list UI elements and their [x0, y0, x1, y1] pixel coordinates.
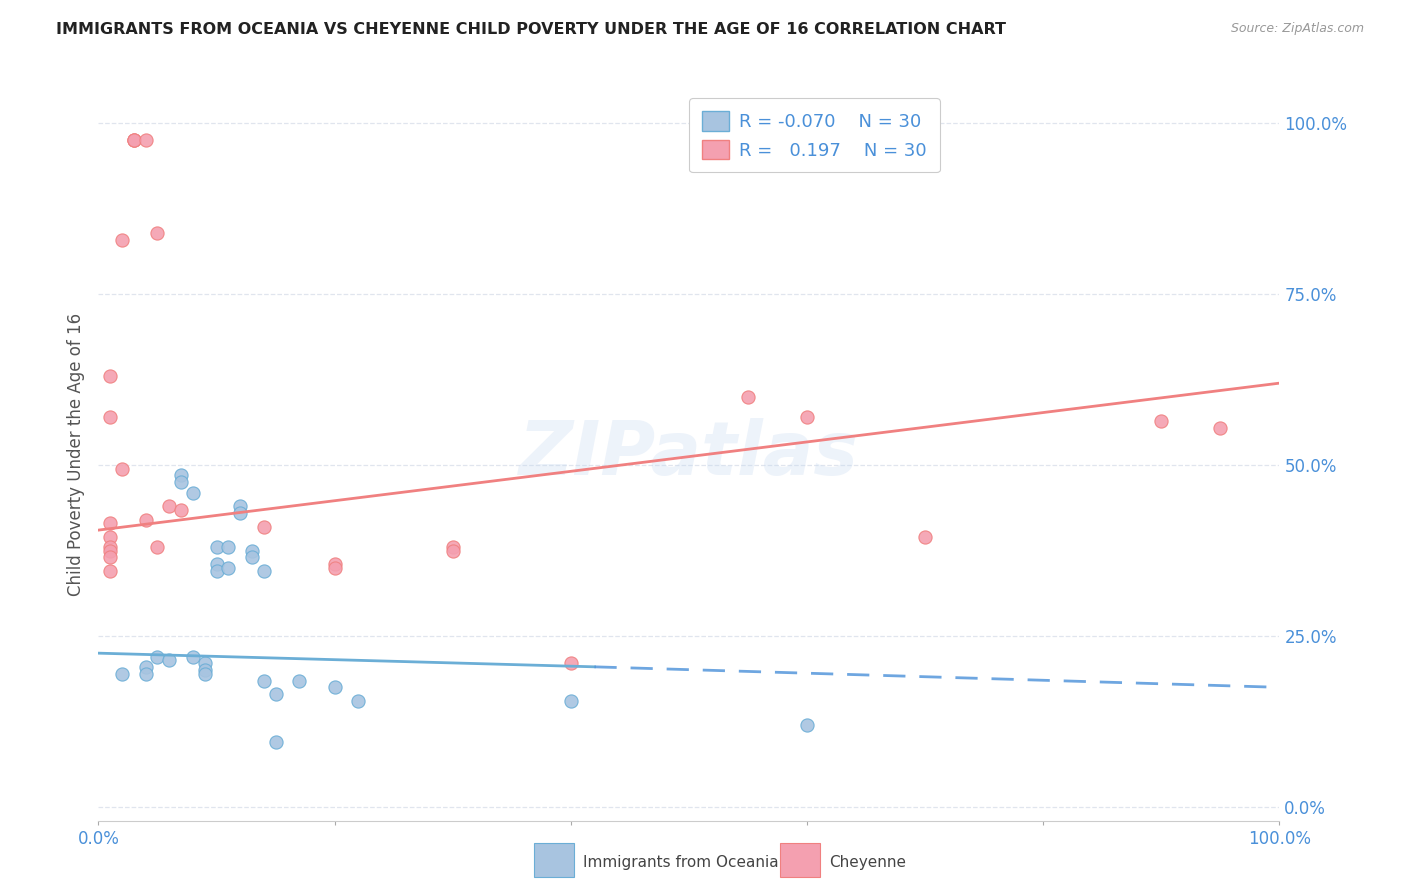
Point	[111, 233, 134, 247]
Point	[98, 516, 121, 531]
Point	[135, 666, 157, 681]
Point	[240, 550, 263, 565]
Point	[323, 560, 346, 574]
Point	[157, 653, 180, 667]
Point	[146, 649, 169, 664]
Point	[1150, 414, 1173, 428]
Text: Source: ZipAtlas.com: Source: ZipAtlas.com	[1230, 22, 1364, 36]
Point	[323, 681, 346, 695]
Point	[98, 540, 121, 554]
Point	[98, 543, 121, 558]
Point	[264, 687, 287, 701]
Point	[914, 530, 936, 544]
Point	[560, 657, 582, 671]
Point	[253, 564, 276, 578]
Point	[217, 560, 239, 574]
Point	[111, 666, 134, 681]
Point	[264, 735, 287, 749]
Point	[181, 649, 204, 664]
Point	[1209, 420, 1232, 434]
Point	[98, 564, 121, 578]
Text: Immigrants from Oceania: Immigrants from Oceania	[583, 855, 779, 870]
Point	[98, 550, 121, 565]
Point	[122, 133, 145, 147]
Point	[135, 660, 157, 674]
Point	[135, 133, 157, 147]
Point	[205, 558, 228, 572]
Text: ZIPatlas: ZIPatlas	[519, 418, 859, 491]
Point	[98, 410, 121, 425]
Point	[796, 410, 818, 425]
Point	[98, 369, 121, 384]
Text: IMMIGRANTS FROM OCEANIA VS CHEYENNE CHILD POVERTY UNDER THE AGE OF 16 CORRELATIO: IMMIGRANTS FROM OCEANIA VS CHEYENNE CHIL…	[56, 22, 1007, 37]
Point	[441, 543, 464, 558]
Point	[111, 461, 134, 475]
Point	[194, 663, 217, 677]
Point	[737, 390, 759, 404]
Point	[146, 540, 169, 554]
Point	[194, 666, 217, 681]
Text: Cheyenne: Cheyenne	[830, 855, 907, 870]
Point	[796, 718, 818, 732]
Point	[323, 558, 346, 572]
Point	[146, 226, 169, 240]
Point	[288, 673, 311, 688]
Point	[170, 475, 193, 490]
Point	[181, 485, 204, 500]
Point	[229, 506, 252, 520]
Point	[135, 513, 157, 527]
Legend: R = -0.070    N = 30, R =   0.197    N = 30: R = -0.070 N = 30, R = 0.197 N = 30	[689, 98, 939, 172]
Y-axis label: Child Poverty Under the Age of 16: Child Poverty Under the Age of 16	[67, 313, 86, 597]
Point	[170, 468, 193, 483]
Point	[240, 543, 263, 558]
Point	[205, 564, 228, 578]
Point	[347, 694, 370, 708]
Point	[253, 519, 276, 533]
Point	[98, 530, 121, 544]
Point	[229, 499, 252, 513]
Point	[170, 502, 193, 516]
Point	[122, 133, 145, 147]
Point	[122, 133, 145, 147]
Point	[194, 657, 217, 671]
Point	[441, 540, 464, 554]
Point	[157, 499, 180, 513]
Point	[560, 694, 582, 708]
Point	[205, 540, 228, 554]
Point	[217, 540, 239, 554]
Point	[253, 673, 276, 688]
